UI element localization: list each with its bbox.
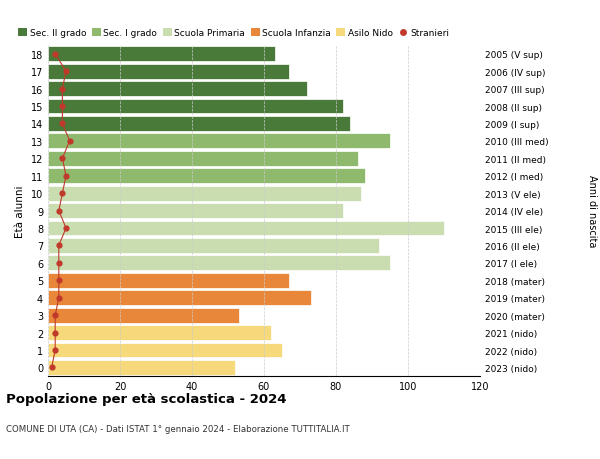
Bar: [48, 117, 350, 132]
Bar: [48, 169, 365, 184]
Point: [54, 277, 64, 285]
Bar: [48, 325, 271, 340]
Bar: [48, 343, 282, 358]
Point: [61, 68, 71, 76]
Bar: [48, 360, 235, 375]
Point: [54, 294, 64, 302]
Legend: Sec. II grado, Sec. I grado, Scuola Primaria, Scuola Infanzia, Asilo Nido, Stran: Sec. II grado, Sec. I grado, Scuola Prim…: [18, 29, 449, 38]
Bar: [48, 134, 390, 149]
Bar: [48, 186, 361, 201]
Point: [61, 225, 71, 232]
Bar: [48, 47, 275, 62]
Bar: [48, 65, 289, 79]
Point: [50, 51, 60, 58]
Point: [58, 103, 67, 111]
Bar: [48, 221, 444, 236]
Point: [58, 190, 67, 197]
Bar: [48, 100, 343, 114]
Bar: [48, 273, 289, 288]
Text: COMUNE DI UTA (CA) - Dati ISTAT 1° gennaio 2024 - Elaborazione TUTTITALIA.IT: COMUNE DI UTA (CA) - Dati ISTAT 1° genna…: [6, 425, 350, 434]
Bar: [48, 82, 307, 97]
Bar: [48, 151, 358, 166]
Bar: [48, 256, 390, 271]
Point: [65, 138, 74, 145]
Point: [54, 260, 64, 267]
Point: [50, 347, 60, 354]
Bar: [48, 308, 239, 323]
Bar: [48, 204, 343, 218]
Y-axis label: Età alunni: Età alunni: [15, 185, 25, 237]
Bar: [48, 291, 311, 306]
Point: [54, 207, 64, 215]
Text: Anni di nascita: Anni di nascita: [587, 175, 597, 247]
Point: [58, 86, 67, 93]
Point: [47, 364, 56, 371]
Point: [54, 242, 64, 250]
Point: [58, 155, 67, 162]
Point: [58, 121, 67, 128]
Point: [50, 312, 60, 319]
Point: [61, 173, 71, 180]
Text: Popolazione per età scolastica - 2024: Popolazione per età scolastica - 2024: [6, 392, 287, 405]
Point: [50, 329, 60, 336]
Bar: [48, 239, 379, 253]
